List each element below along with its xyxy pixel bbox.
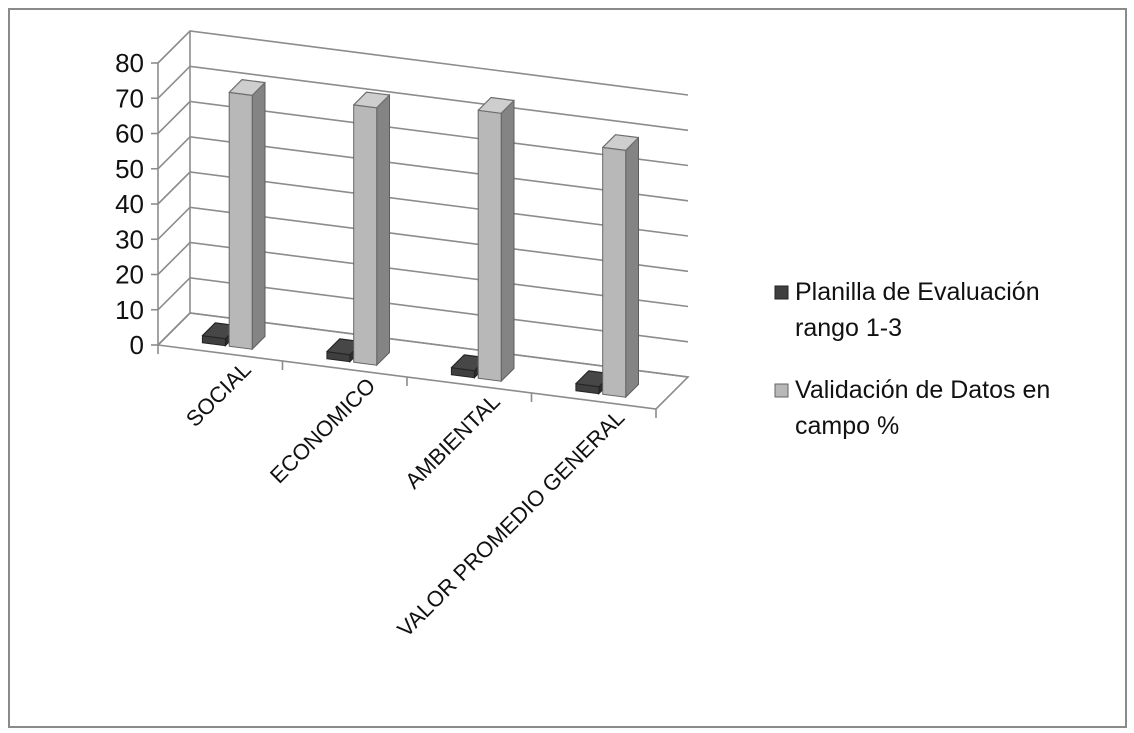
y-tick-label: 50 xyxy=(115,154,144,184)
gridlines xyxy=(157,30,689,378)
bar-top xyxy=(477,96,515,114)
bar-front xyxy=(602,146,627,398)
bar-front xyxy=(353,104,378,366)
y-tick-label: 20 xyxy=(115,260,144,290)
y-tick-label: 40 xyxy=(115,189,144,219)
bar-side xyxy=(625,136,639,399)
gridline xyxy=(157,135,689,202)
bar-2-1 xyxy=(477,96,515,383)
gridline xyxy=(157,312,689,378)
chart-svg: 0 10 20 30 40 50 60 70 80 SOCIAL ECONOMICO AMBIENT… xyxy=(115,30,1050,642)
bar-front xyxy=(228,91,253,350)
gridline xyxy=(157,30,689,96)
y-tick-label: 80 xyxy=(115,48,144,78)
bar-top xyxy=(353,91,391,109)
bar-1-1 xyxy=(353,91,391,367)
x-category-label: SOCIAL xyxy=(181,357,256,432)
bar-top xyxy=(602,134,640,151)
x-category-label: ECONOMICO xyxy=(265,373,380,488)
y-tick-label: 70 xyxy=(115,83,144,113)
legend-label: rango 1-3 xyxy=(795,314,902,342)
bar-3-1 xyxy=(602,134,640,399)
legend-label: Planilla de Evaluación xyxy=(795,278,1040,306)
y-axis-ticks: 0 10 20 30 40 50 60 70 80 xyxy=(115,48,657,418)
legend-entry: Planilla de Evaluación rango 1-3 xyxy=(774,278,1040,342)
x-category-label: VALOR PROMEDIO GENERAL xyxy=(392,405,629,642)
gridline xyxy=(157,241,689,308)
gridline xyxy=(157,206,689,273)
y-tick-label: 10 xyxy=(115,295,144,325)
y-tick-label: 30 xyxy=(115,224,144,254)
x-category-label: AMBIENTAL xyxy=(400,389,505,494)
bar-side xyxy=(376,93,390,367)
legend-swatch xyxy=(774,383,789,398)
y-tick-label: 60 xyxy=(115,119,144,149)
bars xyxy=(201,78,640,399)
chart-frame: 0 10 20 30 40 50 60 70 80 SOCIAL ECONOMICO AMBIENT… xyxy=(8,8,1127,728)
bar-0-1 xyxy=(228,78,266,351)
gridline xyxy=(157,171,689,237)
bar-front xyxy=(477,109,502,382)
legend-label: Validación de Datos en xyxy=(795,376,1050,404)
bar-side xyxy=(500,99,515,383)
gridline xyxy=(157,65,689,132)
legend-entry: Validación de Datos en campo % xyxy=(774,376,1050,440)
legend: Planilla de Evaluación rango 1-3 Validació… xyxy=(774,278,1050,440)
y-tick-label: 0 xyxy=(130,330,144,360)
gridline xyxy=(157,100,689,167)
bar-side xyxy=(251,81,266,351)
bar-top xyxy=(228,78,266,97)
gridline xyxy=(157,276,689,343)
legend-swatch xyxy=(774,285,789,300)
legend-label: campo % xyxy=(795,412,899,440)
